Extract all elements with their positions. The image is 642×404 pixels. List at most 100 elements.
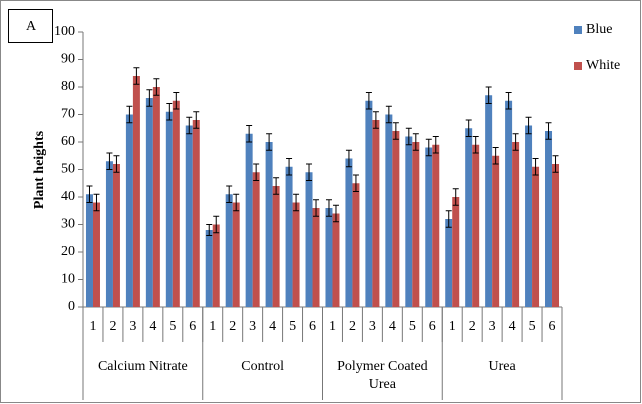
y-axis-label: Plant heights <box>32 130 47 209</box>
error-bar <box>86 185 93 203</box>
bar <box>332 213 340 307</box>
bar <box>272 186 280 307</box>
x-tick-label: 5 <box>169 319 176 334</box>
x-tick-label: 6 <box>549 319 556 334</box>
y-tick-label: 50 <box>61 162 75 177</box>
error-bar <box>412 133 419 151</box>
error-bar <box>146 89 153 107</box>
bar <box>352 183 360 307</box>
error-bar <box>445 210 452 228</box>
bar <box>245 133 253 307</box>
bar <box>485 95 493 307</box>
x-tick-label: 4 <box>269 319 276 334</box>
error-bar <box>153 78 160 96</box>
bar <box>225 194 233 307</box>
error-bar <box>505 92 512 110</box>
bar <box>405 136 413 307</box>
error-bar <box>365 92 372 110</box>
bar <box>532 166 540 307</box>
bar <box>105 161 113 307</box>
x-tick-label: 4 <box>149 319 156 334</box>
x-tick-label: 1 <box>89 319 96 334</box>
bar <box>392 131 400 307</box>
bar <box>172 100 180 307</box>
error-bar <box>492 147 499 165</box>
bar <box>345 158 353 307</box>
bar <box>92 202 100 307</box>
y-tick-label: 100 <box>54 24 75 39</box>
group-label: Polymer Coated Urea <box>337 359 428 392</box>
error-bar <box>345 149 352 168</box>
bar <box>365 100 373 307</box>
bar <box>205 230 213 307</box>
error-bar <box>452 188 459 206</box>
error-bar <box>372 111 379 129</box>
x-tick-label: 2 <box>229 319 236 334</box>
error-bar <box>206 224 213 236</box>
legend-swatch <box>574 26 582 34</box>
bar <box>465 128 473 307</box>
y-tick-label: 30 <box>61 217 75 232</box>
x-tick-label: 5 <box>289 319 296 334</box>
bar <box>412 142 420 307</box>
error-bar <box>113 155 120 173</box>
bar <box>512 142 520 307</box>
error-bar <box>133 67 140 85</box>
bar <box>85 194 93 307</box>
error-bar <box>306 163 313 181</box>
error-bar <box>193 111 200 129</box>
legend-label: White <box>586 58 620 73</box>
bar <box>312 208 320 307</box>
error-bar <box>253 163 260 181</box>
error-bar <box>173 92 180 110</box>
error-bar <box>512 133 519 151</box>
error-bar <box>385 105 392 124</box>
x-tick-label: 5 <box>529 319 536 334</box>
x-tick-label: 4 <box>389 319 396 334</box>
error-bar <box>126 105 133 124</box>
error-bar <box>233 193 240 212</box>
error-bar <box>525 116 532 135</box>
error-bar <box>432 136 439 154</box>
x-tick-label: 6 <box>189 319 196 334</box>
bar <box>445 219 453 307</box>
bar <box>492 155 500 307</box>
bar <box>452 197 460 307</box>
bar <box>252 172 260 307</box>
bar <box>372 120 380 307</box>
y-tick-label: 60 <box>61 134 75 149</box>
x-tick-label: 3 <box>489 319 496 334</box>
bar <box>385 114 393 307</box>
x-tick-label: 3 <box>249 319 256 334</box>
bar <box>545 131 553 307</box>
error-bar <box>313 199 320 217</box>
error-bar <box>166 103 173 121</box>
bar <box>212 224 220 307</box>
bar <box>292 202 300 307</box>
error-bar <box>405 127 412 146</box>
bar <box>265 142 273 307</box>
error-bar <box>93 193 100 212</box>
error-bar <box>472 136 479 154</box>
error-bar <box>532 158 539 176</box>
error-bar <box>425 138 432 157</box>
group-label: Control <box>241 359 284 374</box>
bar <box>112 164 120 307</box>
error-bar <box>273 177 280 195</box>
error-bar <box>325 199 332 217</box>
error-bar <box>186 116 193 135</box>
bar <box>472 144 480 307</box>
group-label: Urea <box>489 359 517 374</box>
bar <box>425 147 433 307</box>
x-tick-label: 6 <box>309 319 316 334</box>
error-bar <box>332 204 339 223</box>
x-tick-label: 1 <box>329 319 336 334</box>
y-tick-label: 20 <box>61 244 75 259</box>
error-bar <box>352 174 359 192</box>
error-bar <box>106 152 113 170</box>
x-tick-label: 1 <box>209 319 216 334</box>
y-tick-label: 70 <box>61 107 75 122</box>
error-bar <box>392 122 399 140</box>
group-label: Calcium Nitrate <box>98 359 188 374</box>
